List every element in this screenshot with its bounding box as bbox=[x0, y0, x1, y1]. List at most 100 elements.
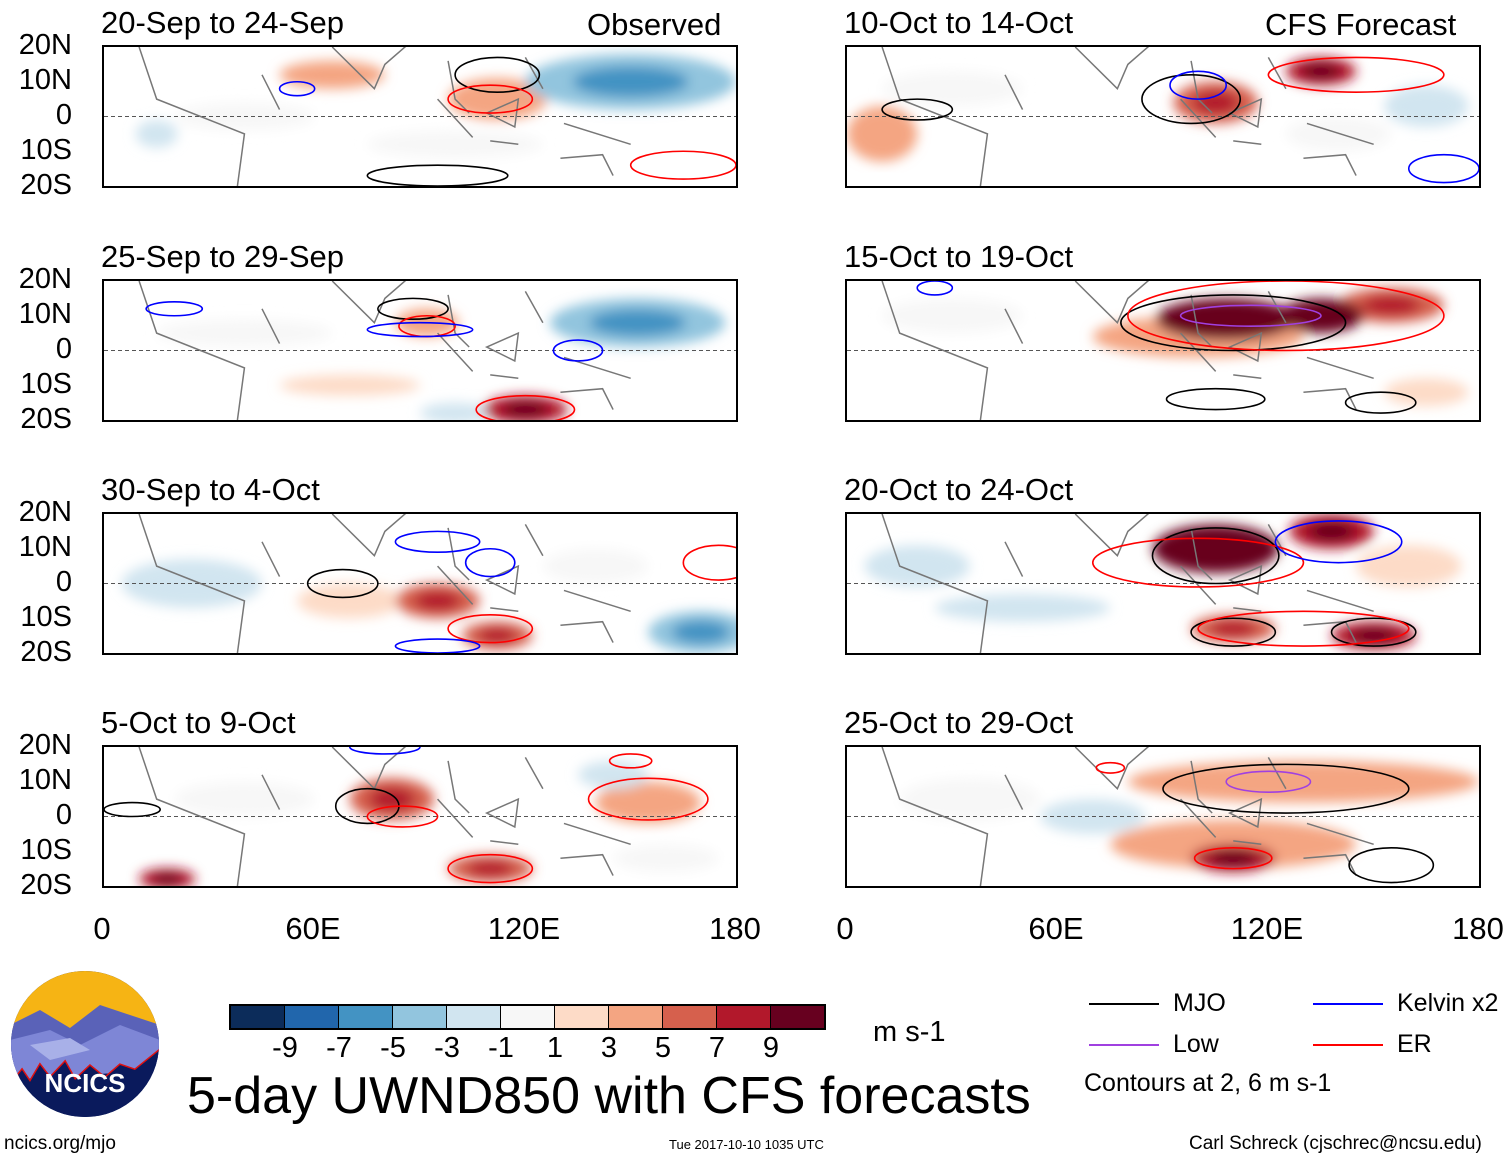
lat-tick-label: 10S bbox=[20, 134, 72, 166]
low-contour bbox=[1225, 770, 1312, 793]
legend-item: MJO bbox=[1089, 989, 1226, 1018]
panel-title: 10-Oct to 14-Oct bbox=[844, 5, 1074, 40]
kelvin-contour bbox=[394, 638, 481, 653]
mjo-contour bbox=[1120, 294, 1347, 352]
er-contour bbox=[1095, 761, 1126, 774]
panel-title: 25-Sep to 29-Sep bbox=[101, 239, 345, 274]
lat-tick-label: 10N bbox=[18, 64, 72, 96]
wind-anomaly-shading bbox=[595, 781, 701, 824]
legend-item: ER bbox=[1313, 1030, 1432, 1059]
kelvin-contour bbox=[145, 301, 204, 317]
wind-anomaly-shading bbox=[882, 298, 1023, 334]
main-title: 5-day UWND850 with CFS forecasts bbox=[187, 1067, 1031, 1125]
wind-anomaly-shading bbox=[1127, 760, 1479, 803]
wind-anomaly-shading bbox=[847, 106, 918, 162]
wind-anomaly-shading bbox=[899, 778, 1041, 820]
colorbar-swatch bbox=[501, 1006, 555, 1028]
lat-tick-label: 0 bbox=[55, 333, 72, 365]
kelvin-contour bbox=[1169, 70, 1227, 100]
lat-tick-label: 0 bbox=[55, 99, 72, 131]
coastline bbox=[138, 514, 631, 653]
legend-item: Low bbox=[1089, 1030, 1219, 1059]
er-contour bbox=[608, 753, 653, 769]
map-panel bbox=[102, 512, 738, 655]
mjo-contour bbox=[454, 56, 541, 93]
wind-anomaly-shading bbox=[864, 545, 970, 587]
kelvin-contour bbox=[278, 80, 316, 97]
colorbar-swatch bbox=[717, 1006, 771, 1028]
lat-tick-label: 0 bbox=[55, 799, 72, 831]
contour-note: Contours at 2, 6 m s-1 bbox=[1084, 1069, 1332, 1097]
lat-tick-label: 0 bbox=[55, 566, 72, 598]
lat-tick-label: 20S bbox=[20, 403, 72, 435]
wind-anomaly-shading bbox=[1362, 295, 1421, 315]
panel-title: 15-Oct to 19-Oct bbox=[844, 239, 1074, 274]
footer-url[interactable]: ncics.org/mjo bbox=[4, 1133, 116, 1154]
mjo-contour bbox=[377, 297, 449, 321]
wind-anomaly-shading bbox=[414, 591, 461, 611]
coastline bbox=[881, 514, 1374, 653]
er-contour bbox=[1127, 281, 1445, 352]
mjo-contour bbox=[1141, 73, 1242, 125]
mjo-contour bbox=[306, 568, 379, 599]
wind-anomaly-shading bbox=[1308, 521, 1355, 541]
colorbar-swatch bbox=[771, 1006, 824, 1028]
colorbar bbox=[229, 1004, 826, 1030]
wind-anomaly-shading bbox=[367, 130, 543, 159]
coastline bbox=[138, 747, 631, 886]
wind-anomaly-shading bbox=[882, 71, 1023, 107]
colorbar-tick-label: -3 bbox=[434, 1032, 460, 1064]
panel-title: 25-Oct to 29-Oct bbox=[844, 705, 1074, 740]
wind-anomaly-shading bbox=[542, 548, 649, 584]
legend-label: Low bbox=[1173, 1030, 1219, 1058]
low-contour bbox=[1179, 304, 1322, 327]
wind-anomaly-shading bbox=[1187, 307, 1265, 331]
mjo-contour bbox=[1190, 617, 1277, 647]
er-contour bbox=[475, 394, 576, 420]
mjo-contour bbox=[1344, 391, 1417, 414]
wind-anomaly-shading bbox=[420, 402, 491, 420]
wind-anomaly-shading bbox=[1210, 850, 1257, 866]
lon-tick-label: 60E bbox=[285, 911, 341, 946]
wind-anomaly-shading bbox=[174, 781, 315, 817]
lon-tick-label: 60E bbox=[1028, 911, 1084, 946]
wind-anomaly-shading bbox=[589, 309, 686, 337]
map-panel bbox=[845, 45, 1481, 188]
lat-tick-label: 10S bbox=[20, 834, 72, 866]
footer-credit: Carl Schreck (cjschrec@ncsu.edu) bbox=[1189, 1133, 1482, 1154]
mjo-contour bbox=[1330, 617, 1417, 647]
legend-label: Kelvin x2 bbox=[1397, 989, 1499, 1017]
mjo-contour bbox=[881, 98, 954, 121]
legend-line-swatch bbox=[1313, 1003, 1383, 1006]
kelvin-contour bbox=[552, 339, 604, 362]
wind-anomaly-shading bbox=[934, 593, 1111, 622]
wind-anomaly-shading bbox=[477, 627, 517, 644]
mjo-contour bbox=[1348, 846, 1435, 884]
wind-anomaly-shading bbox=[279, 374, 420, 396]
er-contour bbox=[587, 777, 709, 821]
er-contour bbox=[447, 84, 534, 114]
colorbar-swatch bbox=[231, 1006, 285, 1028]
colorbar-tick-label: 7 bbox=[708, 1032, 726, 1064]
lat-tick-label: 20N bbox=[18, 263, 72, 295]
lat-tick-label: 20S bbox=[20, 169, 72, 201]
colorbar-tick-label: 9 bbox=[762, 1032, 780, 1064]
wind-anomaly-shading bbox=[1110, 819, 1357, 869]
mjo-contour bbox=[104, 801, 161, 818]
lon-tick-label: 120E bbox=[487, 911, 561, 946]
er-contour bbox=[1267, 56, 1445, 93]
legend-line-swatch bbox=[1089, 1003, 1159, 1006]
kelvin-contour bbox=[916, 281, 954, 296]
forecast-label: CFS Forecast bbox=[1265, 7, 1457, 42]
lat-tick-label: 20S bbox=[20, 636, 72, 668]
colorbar-tick-label: -5 bbox=[380, 1032, 406, 1064]
er-contour bbox=[1197, 610, 1410, 647]
legend-label: MJO bbox=[1173, 989, 1226, 1017]
kelvin-contour bbox=[366, 321, 474, 338]
wind-anomaly-shading bbox=[151, 873, 183, 885]
colorbar-swatch bbox=[393, 1006, 447, 1028]
colorbar-swatch bbox=[609, 1006, 663, 1028]
colorbar-swatch bbox=[663, 1006, 717, 1028]
legend-line-swatch bbox=[1089, 1044, 1159, 1047]
wind-anomaly-shading bbox=[671, 620, 730, 644]
